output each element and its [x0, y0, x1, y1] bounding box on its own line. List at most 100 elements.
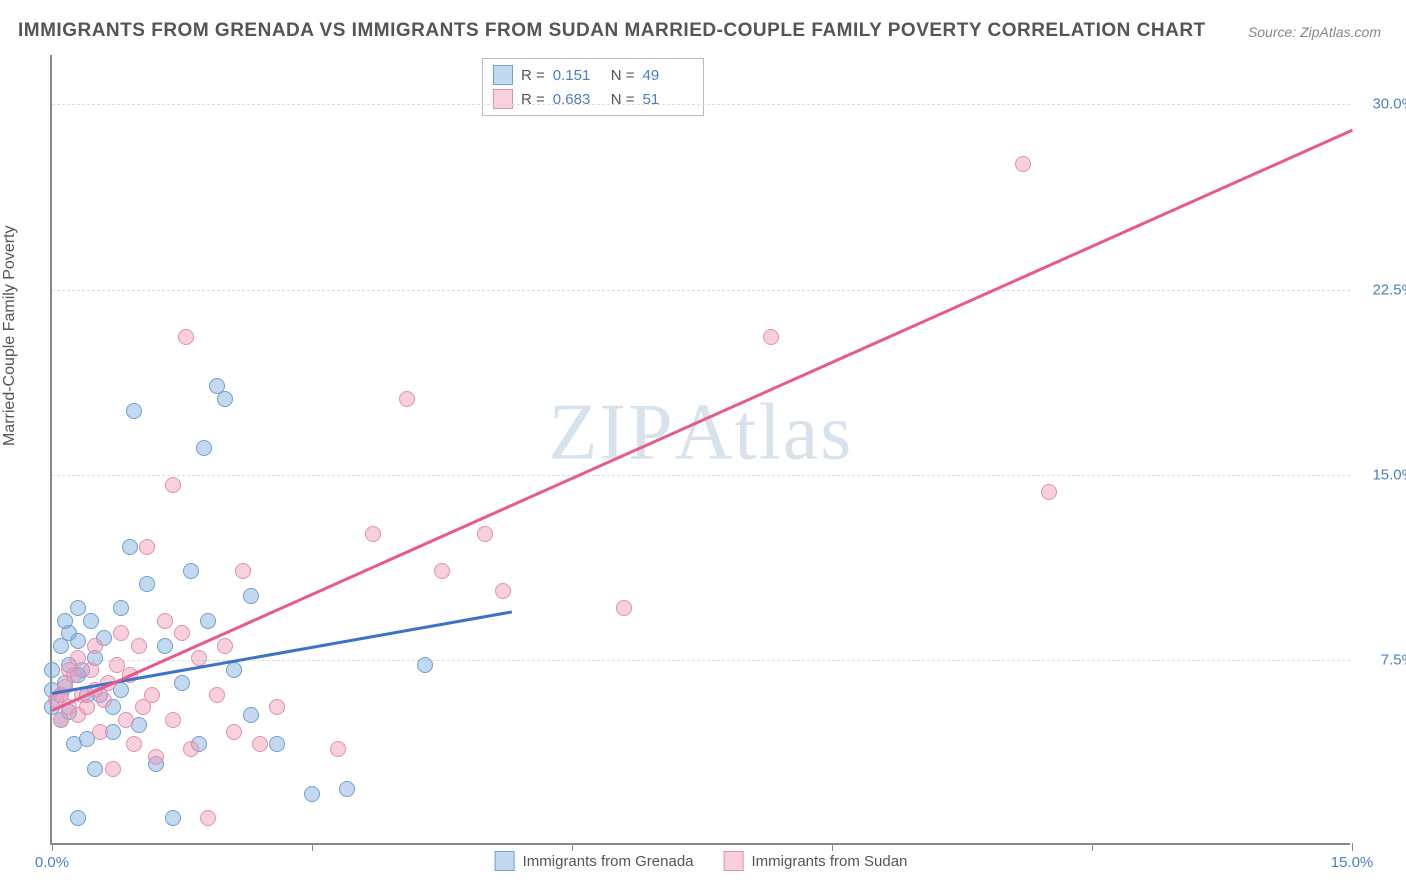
legend-series: Immigrants from Grenada Immigrants from …	[495, 851, 908, 871]
swatch-grenada-icon	[495, 851, 515, 871]
x-tick-label: 0.0%	[35, 854, 69, 871]
data-point	[70, 633, 86, 649]
data-point	[209, 687, 225, 703]
legend-item-sudan: Immigrants from Sudan	[724, 851, 908, 871]
data-point	[200, 613, 216, 629]
data-point	[87, 638, 103, 654]
data-point	[131, 638, 147, 654]
data-point	[157, 613, 173, 629]
n-label: N =	[611, 67, 635, 84]
data-point	[243, 707, 259, 723]
data-point	[1015, 156, 1031, 172]
legend-row-grenada: R = 0.151 N = 49	[493, 63, 693, 87]
data-point	[92, 724, 108, 740]
data-point	[174, 675, 190, 691]
data-point	[243, 588, 259, 604]
data-point	[126, 403, 142, 419]
y-axis-label: Married-Couple Family Poverty	[1, 225, 19, 446]
data-point	[269, 699, 285, 715]
data-point	[139, 539, 155, 555]
x-tick	[1352, 843, 1353, 851]
data-point	[79, 699, 95, 715]
y-tick-label: 30.0%	[1372, 96, 1406, 113]
data-point	[178, 329, 194, 345]
source-label: Source: ZipAtlas.com	[1248, 24, 1381, 40]
x-tick-label: 15.0%	[1331, 854, 1374, 871]
data-point	[139, 576, 155, 592]
data-point	[183, 563, 199, 579]
data-point	[70, 810, 86, 826]
legend-label: Immigrants from Grenada	[523, 853, 694, 870]
data-point	[763, 329, 779, 345]
data-point	[96, 692, 112, 708]
x-tick	[52, 843, 53, 851]
data-point	[44, 662, 60, 678]
data-point	[434, 563, 450, 579]
regression-line	[52, 610, 512, 694]
gridline	[52, 475, 1350, 476]
data-point	[226, 724, 242, 740]
r-label: R =	[521, 67, 545, 84]
data-point	[252, 736, 268, 752]
data-point	[165, 477, 181, 493]
gridline	[52, 104, 1350, 105]
x-tick	[1092, 843, 1093, 851]
data-point	[70, 600, 86, 616]
x-tick	[312, 843, 313, 851]
r-value-grenada: 0.151	[553, 67, 603, 84]
data-point	[1041, 484, 1057, 500]
x-tick	[832, 843, 833, 851]
watermark: ZIPAtlas	[549, 388, 854, 479]
data-point	[417, 657, 433, 673]
data-point	[304, 786, 320, 802]
swatch-sudan-icon	[724, 851, 744, 871]
data-point	[144, 687, 160, 703]
data-point	[148, 749, 164, 765]
data-point	[122, 539, 138, 555]
data-point	[330, 741, 346, 757]
data-point	[118, 712, 134, 728]
data-point	[200, 810, 216, 826]
data-point	[399, 391, 415, 407]
data-point	[83, 662, 99, 678]
swatch-sudan-icon	[493, 89, 513, 109]
data-point	[165, 810, 181, 826]
y-tick-label: 7.5%	[1381, 651, 1406, 668]
data-point	[83, 613, 99, 629]
gridline	[52, 290, 1350, 291]
data-point	[87, 761, 103, 777]
data-point	[174, 625, 190, 641]
data-point	[70, 650, 86, 666]
x-tick	[572, 843, 573, 851]
data-point	[165, 712, 181, 728]
n-value-grenada: 49	[643, 67, 693, 84]
data-point	[113, 600, 129, 616]
plot-area: ZIPAtlas R = 0.151 N = 49 R = 0.683 N = …	[50, 55, 1350, 845]
data-point	[365, 526, 381, 542]
data-point	[105, 761, 121, 777]
data-point	[217, 391, 233, 407]
legend-item-grenada: Immigrants from Grenada	[495, 851, 694, 871]
data-point	[113, 625, 129, 641]
regression-line	[51, 129, 1352, 711]
data-point	[157, 638, 173, 654]
y-tick-label: 15.0%	[1372, 466, 1406, 483]
data-point	[339, 781, 355, 797]
data-point	[616, 600, 632, 616]
data-point	[191, 650, 207, 666]
data-point	[66, 667, 82, 683]
legend-row-sudan: R = 0.683 N = 51	[493, 87, 693, 111]
data-point	[477, 526, 493, 542]
data-point	[495, 583, 511, 599]
legend-label: Immigrants from Sudan	[752, 853, 908, 870]
chart-container: IMMIGRANTS FROM GRENADA VS IMMIGRANTS FR…	[0, 0, 1406, 892]
data-point	[235, 563, 251, 579]
data-point	[226, 662, 242, 678]
data-point	[183, 741, 199, 757]
legend-correlation: R = 0.151 N = 49 R = 0.683 N = 51	[482, 58, 704, 116]
data-point	[269, 736, 285, 752]
swatch-grenada-icon	[493, 65, 513, 85]
data-point	[126, 736, 142, 752]
y-tick-label: 22.5%	[1372, 281, 1406, 298]
chart-title: IMMIGRANTS FROM GRENADA VS IMMIGRANTS FR…	[18, 20, 1206, 42]
